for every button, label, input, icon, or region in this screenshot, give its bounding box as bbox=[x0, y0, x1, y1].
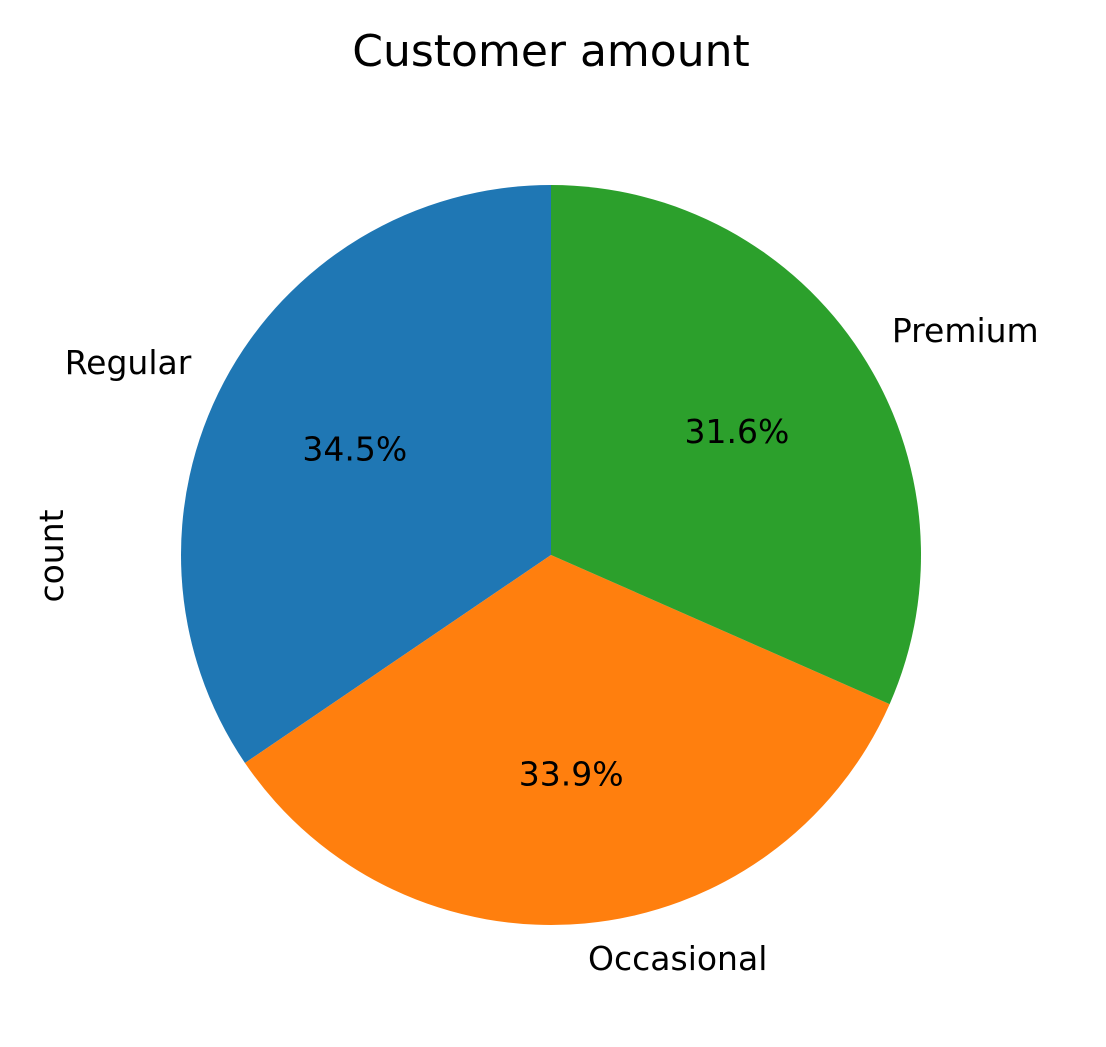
slice-label-regular: Regular bbox=[65, 343, 192, 382]
slice-label-occasional: Occasional bbox=[588, 939, 767, 978]
chart-title: Customer amount bbox=[352, 26, 749, 77]
pie-slice-regular bbox=[181, 185, 551, 763]
pie-slice-premium bbox=[551, 185, 921, 705]
slice-label-premium: Premium bbox=[892, 311, 1039, 350]
pie-slice-occasional bbox=[244, 555, 890, 925]
pie-labels: Regular 34.5% Occasional 33.9% Premium 31.6% bbox=[65, 311, 1039, 978]
y-axis-label: count bbox=[32, 509, 71, 602]
percent-label-regular: 34.5% bbox=[302, 430, 407, 469]
percent-label-premium: 31.6% bbox=[685, 412, 790, 451]
pie-slices bbox=[181, 185, 921, 925]
percent-label-occasional: 33.9% bbox=[519, 755, 624, 794]
